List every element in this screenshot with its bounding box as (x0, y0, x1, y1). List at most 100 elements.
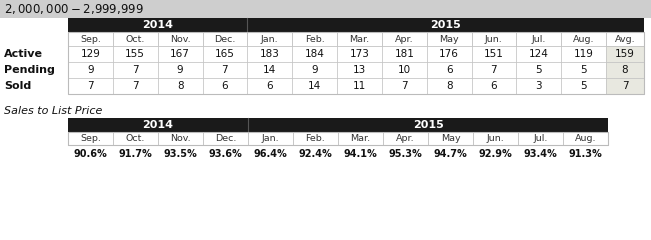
Bar (471, 32, 516, 46)
Text: Jan.: Jan. (262, 134, 279, 143)
Text: 8: 8 (446, 81, 452, 91)
Bar (247, 78, 292, 94)
Text: 2014: 2014 (143, 120, 174, 130)
Bar (292, 62, 337, 78)
Text: May: May (441, 134, 460, 143)
Text: 93.5%: 93.5% (163, 149, 197, 159)
Bar (68, 118, 608, 132)
Bar (561, 62, 606, 78)
Text: 8: 8 (177, 81, 184, 91)
Bar (471, 46, 516, 62)
Bar (473, 132, 518, 145)
Text: Jan.: Jan. (261, 35, 279, 43)
Bar (247, 62, 292, 78)
Bar (382, 62, 426, 78)
Text: 7: 7 (87, 81, 94, 91)
Text: Jun.: Jun. (487, 134, 505, 143)
Bar (606, 46, 644, 62)
Text: 11: 11 (353, 81, 366, 91)
Bar (606, 78, 644, 94)
Text: 6: 6 (446, 65, 452, 75)
Text: 5: 5 (580, 81, 587, 91)
Text: 2015: 2015 (430, 20, 461, 30)
Text: Mar.: Mar. (350, 35, 370, 43)
Text: 119: 119 (574, 49, 594, 59)
Text: 167: 167 (170, 49, 190, 59)
Bar (158, 46, 202, 62)
Bar (516, 46, 561, 62)
Text: 92.4%: 92.4% (299, 149, 333, 159)
Bar (338, 132, 383, 145)
Bar (202, 62, 247, 78)
Text: 183: 183 (260, 49, 280, 59)
Text: 93.4%: 93.4% (523, 149, 557, 159)
Bar (292, 32, 337, 46)
Bar (248, 132, 293, 145)
Bar (337, 46, 382, 62)
Text: 7: 7 (132, 81, 139, 91)
Bar (426, 32, 471, 46)
Bar (516, 62, 561, 78)
Text: Sold: Sold (4, 81, 31, 91)
Text: 2015: 2015 (413, 120, 443, 130)
Text: 173: 173 (350, 49, 369, 59)
Text: Dec.: Dec. (215, 134, 236, 143)
Text: Jul.: Jul. (532, 35, 546, 43)
Text: 14: 14 (263, 65, 277, 75)
Text: 3: 3 (535, 81, 542, 91)
Text: 124: 124 (529, 49, 549, 59)
Text: Jun.: Jun. (485, 35, 503, 43)
Bar (158, 78, 202, 94)
Bar (202, 32, 247, 46)
Text: 10: 10 (398, 65, 411, 75)
Bar (68, 32, 644, 94)
Bar (382, 46, 426, 62)
Text: Feb.: Feb. (305, 134, 326, 143)
Text: 159: 159 (615, 49, 635, 59)
Bar (113, 78, 158, 94)
Bar (563, 132, 608, 145)
Bar (516, 32, 561, 46)
Bar (202, 46, 247, 62)
Text: 151: 151 (484, 49, 504, 59)
Bar (247, 46, 292, 62)
Text: 7: 7 (401, 81, 408, 91)
Bar (203, 132, 248, 145)
Bar (471, 62, 516, 78)
Bar (68, 32, 113, 46)
Text: 2014: 2014 (142, 20, 173, 30)
Text: 91.7%: 91.7% (118, 149, 152, 159)
Text: 95.3%: 95.3% (389, 149, 422, 159)
Text: 181: 181 (395, 49, 414, 59)
Bar (292, 78, 337, 94)
Text: Mar.: Mar. (350, 134, 370, 143)
Bar (68, 62, 113, 78)
Text: Apr.: Apr. (396, 134, 415, 143)
Text: Feb.: Feb. (305, 35, 324, 43)
Text: 184: 184 (305, 49, 324, 59)
Bar (68, 132, 608, 145)
Bar (426, 78, 471, 94)
Text: 5: 5 (580, 65, 587, 75)
Text: Nov.: Nov. (170, 134, 191, 143)
Text: Aug.: Aug. (575, 134, 596, 143)
Text: Pending: Pending (4, 65, 55, 75)
Text: May: May (439, 35, 459, 43)
Bar (0, 0, 651, 18)
Text: $2,000,000 - $2,999,999: $2,000,000 - $2,999,999 (4, 2, 144, 16)
Bar (426, 62, 471, 78)
Bar (68, 132, 113, 145)
Text: 93.6%: 93.6% (208, 149, 242, 159)
Text: 6: 6 (266, 81, 273, 91)
Text: Active: Active (4, 49, 43, 59)
Bar (561, 46, 606, 62)
Bar (337, 78, 382, 94)
Bar (382, 78, 426, 94)
Bar (426, 46, 471, 62)
Text: Avg.: Avg. (615, 35, 635, 43)
Text: 6: 6 (221, 81, 229, 91)
Text: 176: 176 (439, 49, 459, 59)
Text: Sep.: Sep. (80, 35, 101, 43)
Text: Oct.: Oct. (126, 35, 145, 43)
Bar (428, 132, 473, 145)
